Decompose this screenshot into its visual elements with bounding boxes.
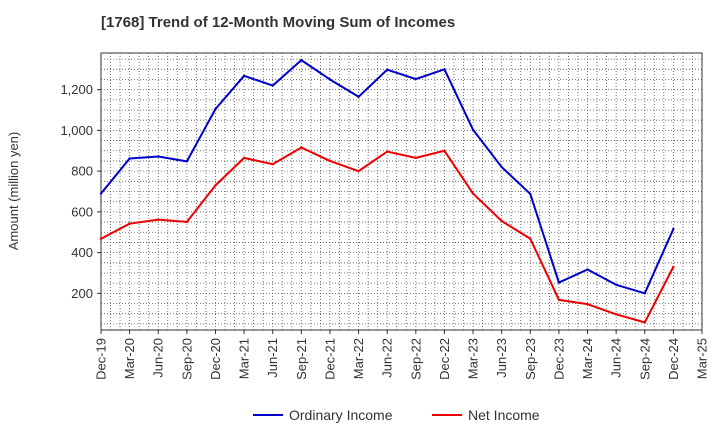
x-tick-label: Jun-22 [380, 338, 395, 378]
data-point-net-income [500, 219, 503, 223]
data-point-net-income [214, 184, 217, 187]
data-point-ordinary-income [672, 227, 675, 231]
chart-title: [1768] Trend of 12-Month Moving Sum of I… [101, 14, 456, 31]
y-tick-label: 200 [71, 286, 93, 301]
grid-layer [101, 53, 702, 330]
legend: Ordinary Income Net Income [253, 407, 540, 423]
data-point-net-income [300, 146, 303, 149]
data-point-net-income [271, 163, 274, 166]
data-point-net-income [529, 237, 532, 240]
data-point-net-income [99, 237, 103, 240]
data-point-ordinary-income [414, 77, 418, 81]
x-tick-label: Mar-23 [466, 338, 481, 379]
x-tick-label: Dec-24 [666, 338, 681, 380]
x-tick-label: Sep-20 [179, 338, 194, 380]
y-tick-label: 600 [71, 204, 93, 219]
x-tick-label: Sep-24 [637, 338, 652, 380]
data-point-net-income [443, 149, 446, 152]
data-point-net-income [614, 313, 618, 316]
x-tick-label: Dec-22 [437, 338, 452, 380]
data-point-ordinary-income [300, 58, 303, 62]
data-point-ordinary-income [357, 95, 360, 98]
x-tick-label: Sep-21 [294, 338, 309, 380]
data-point-net-income [471, 192, 475, 195]
data-point-ordinary-income [157, 155, 160, 158]
x-tick-label: Sep-23 [523, 338, 538, 380]
data-point-net-income [128, 222, 131, 225]
x-tick-label: Mar-22 [351, 338, 366, 379]
x-tick-label: Mar-20 [122, 338, 137, 379]
data-point-ordinary-income [500, 165, 503, 169]
data-point-net-income [672, 265, 675, 269]
data-point-ordinary-income [443, 68, 446, 71]
data-point-ordinary-income [271, 84, 274, 87]
data-point-ordinary-income [185, 160, 189, 163]
data-point-ordinary-income [557, 281, 561, 284]
data-point-ordinary-income [242, 74, 246, 78]
x-tick-label: Mar-25 [695, 338, 710, 379]
y-axis-title: Amount (million yen) [6, 132, 21, 251]
data-point-ordinary-income [471, 128, 475, 131]
y-tick-label: 800 [71, 164, 93, 179]
data-point-ordinary-income [614, 283, 618, 286]
legend-label-ordinary-income: Ordinary Income [289, 407, 393, 423]
data-point-net-income [185, 220, 189, 224]
series-layer [99, 58, 675, 324]
plot-frame [100, 52, 703, 331]
data-point-net-income [643, 321, 646, 324]
x-axis: Dec-19 Mar-20 Jun-20 Sep-20 Dec-20 Mar-21 Jun-… [94, 330, 710, 380]
legend-label-net-income: Net Income [468, 407, 540, 423]
data-point-ordinary-income [643, 292, 646, 295]
data-point-ordinary-income [385, 68, 389, 71]
y-tick-label: 1,000 [60, 123, 93, 138]
x-tick-label: Dec-20 [208, 338, 223, 380]
x-tick-label: Mar-24 [580, 338, 595, 379]
x-tick-label: Jun-21 [265, 338, 280, 378]
x-tick-label: Dec-19 [94, 338, 109, 380]
x-tick-label: Jun-24 [609, 338, 624, 378]
data-point-ordinary-income [328, 78, 332, 81]
x-tick-label: Dec-21 [322, 338, 337, 380]
y-tick-label: 400 [71, 245, 93, 260]
data-point-ordinary-income [586, 268, 589, 271]
y-axis: 200 400 600 800 1,000 1,200 [60, 82, 101, 301]
x-tick-label: Jun-23 [494, 338, 509, 378]
data-point-net-income [157, 218, 160, 221]
x-tick-label: Jun-20 [151, 338, 166, 378]
data-point-ordinary-income [529, 192, 532, 196]
data-point-ordinary-income [99, 192, 103, 195]
x-tick-label: Mar-21 [237, 338, 252, 379]
data-point-ordinary-income [128, 157, 131, 160]
x-tick-label: Dec-23 [551, 338, 566, 380]
data-point-net-income [586, 302, 589, 306]
data-point-ordinary-income [214, 107, 217, 111]
data-point-net-income [557, 298, 561, 302]
x-tick-label: Sep-22 [408, 338, 423, 380]
data-point-net-income [385, 150, 389, 153]
y-tick-label: 1,200 [60, 82, 93, 97]
data-point-net-income [357, 169, 360, 173]
data-point-net-income [328, 159, 332, 163]
data-point-net-income [242, 156, 246, 160]
data-point-net-income [414, 156, 418, 160]
